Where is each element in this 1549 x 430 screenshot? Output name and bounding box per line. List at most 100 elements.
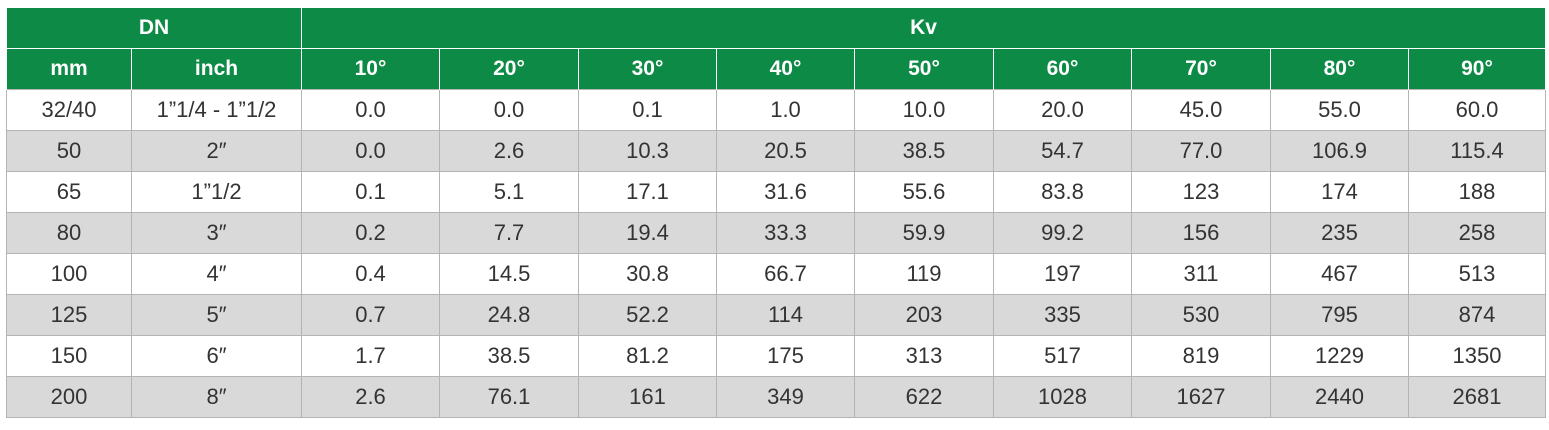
dn-mm-cell: 32/40 [6, 89, 132, 131]
dn-group-header: DN [6, 8, 302, 49]
table-row: 65 1”1/2 0.1 5.1 17.1 31.6 55.6 83.8 123 174 188 [6, 171, 1547, 213]
dn-inch-cell: 8″ [131, 376, 302, 418]
kv-value-cell: 99.2 [993, 212, 1132, 254]
kv-value-cell: 174 [1270, 171, 1409, 213]
kv-value-cell: 1028 [993, 376, 1132, 418]
dn-mm-cell: 150 [6, 335, 132, 377]
dn-mm-cell: 125 [6, 294, 132, 336]
header-column-row: mm inch 10° 20° 30° 40° 50° 60° 70° 80° … [6, 48, 1547, 90]
kv-value-cell: 76.1 [439, 376, 579, 418]
kv-value-cell: 10.0 [854, 89, 994, 131]
angle-column-header: 40° [716, 48, 855, 90]
kv-value-cell: 81.2 [578, 335, 717, 377]
kv-value-cell: 54.7 [993, 130, 1132, 172]
kv-value-cell: 1350 [1407, 335, 1547, 377]
kv-value-cell: 52.2 [578, 294, 717, 336]
kv-value-cell: 313 [854, 335, 994, 377]
kv-value-cell: 1.7 [301, 335, 440, 377]
kv-value-cell: 2440 [1270, 376, 1409, 418]
kv-value-cell: 1.0 [716, 89, 855, 131]
kv-value-cell: 0.4 [301, 253, 440, 295]
kv-value-cell: 197 [993, 253, 1132, 295]
kv-table: DN Kv mm inch 10° 20° 30° 40° 50° 60° 70… [6, 8, 1547, 418]
kv-value-cell: 14.5 [439, 253, 579, 295]
kv-value-cell: 0.7 [301, 294, 440, 336]
kv-value-cell: 188 [1407, 171, 1547, 213]
inch-column-header: inch [131, 48, 302, 90]
table-row: 200 8″ 2.6 76.1 161 349 622 1028 1627 2440 2681 [6, 376, 1547, 418]
dn-mm-cell: 100 [6, 253, 132, 295]
dn-mm-cell: 200 [6, 376, 132, 418]
kv-value-cell: 31.6 [716, 171, 855, 213]
kv-value-cell: 83.8 [993, 171, 1132, 213]
table-header: DN Kv mm inch 10° 20° 30° 40° 50° 60° 70… [6, 8, 1547, 90]
kv-value-cell: 235 [1270, 212, 1409, 254]
kv-value-cell: 55.0 [1270, 89, 1409, 131]
kv-value-cell: 517 [993, 335, 1132, 377]
table-row: 32/40 1”1/4 - 1”1/2 0.0 0.0 0.1 1.0 10.0 20.0 45… [6, 89, 1547, 131]
kv-value-cell: 467 [1270, 253, 1409, 295]
dn-inch-cell: 3″ [131, 212, 302, 254]
angle-column-header: 80° [1270, 48, 1409, 90]
kv-value-cell: 349 [716, 376, 855, 418]
table-body: 32/40 1”1/4 - 1”1/2 0.0 0.0 0.1 1.0 10.0 20.0 45… [6, 89, 1547, 418]
kv-value-cell: 7.7 [439, 212, 579, 254]
kv-value-cell: 59.9 [854, 212, 994, 254]
kv-group-header: Kv [300, 8, 1547, 49]
kv-value-cell: 819 [1131, 335, 1271, 377]
dn-inch-cell: 5″ [131, 294, 302, 336]
kv-value-cell: 0.2 [301, 212, 440, 254]
dn-inch-cell: 4″ [131, 253, 302, 295]
kv-value-cell: 335 [993, 294, 1132, 336]
kv-value-cell: 38.5 [439, 335, 579, 377]
kv-value-cell: 2.6 [301, 376, 440, 418]
kv-value-cell: 38.5 [854, 130, 994, 172]
kv-value-cell: 114 [716, 294, 855, 336]
mm-column-header: mm [6, 48, 132, 90]
kv-value-cell: 106.9 [1270, 130, 1409, 172]
kv-value-cell: 175 [716, 335, 855, 377]
kv-value-cell: 2.6 [439, 130, 579, 172]
kv-value-cell: 55.6 [854, 171, 994, 213]
kv-value-cell: 115.4 [1407, 130, 1547, 172]
table-row: 150 6″ 1.7 38.5 81.2 175 313 517 819 1229 1350 [6, 335, 1547, 377]
table-row: 80 3″ 0.2 7.7 19.4 33.3 59.9 99.2 156 235 258 [6, 212, 1547, 254]
kv-value-cell: 311 [1131, 253, 1271, 295]
kv-value-cell: 0.0 [301, 130, 440, 172]
angle-column-header: 70° [1131, 48, 1271, 90]
kv-value-cell: 20.0 [993, 89, 1132, 131]
kv-value-cell: 530 [1131, 294, 1271, 336]
dn-inch-cell: 1”1/2 [131, 171, 302, 213]
kv-value-cell: 1229 [1270, 335, 1409, 377]
kv-value-cell: 156 [1131, 212, 1271, 254]
angle-column-header: 30° [578, 48, 717, 90]
dn-inch-cell: 6″ [131, 335, 302, 377]
kv-value-cell: 203 [854, 294, 994, 336]
dn-mm-cell: 50 [6, 130, 132, 172]
kv-value-cell: 45.0 [1131, 89, 1271, 131]
kv-value-cell: 1627 [1131, 376, 1271, 418]
kv-value-cell: 0.1 [301, 171, 440, 213]
kv-value-cell: 795 [1270, 294, 1409, 336]
header-group-row: DN Kv [6, 8, 1547, 49]
kv-value-cell: 10.3 [578, 130, 717, 172]
kv-value-cell: 0.0 [301, 89, 440, 131]
angle-column-header: 20° [439, 48, 579, 90]
kv-value-cell: 17.1 [578, 171, 717, 213]
kv-value-cell: 20.5 [716, 130, 855, 172]
kv-value-cell: 874 [1407, 294, 1547, 336]
kv-value-cell: 66.7 [716, 253, 855, 295]
kv-value-cell: 123 [1131, 171, 1271, 213]
kv-value-cell: 19.4 [578, 212, 717, 254]
dn-inch-cell: 1”1/4 - 1”1/2 [131, 89, 302, 131]
kv-value-cell: 258 [1407, 212, 1547, 254]
kv-value-cell: 0.1 [578, 89, 717, 131]
kv-value-cell: 30.8 [578, 253, 717, 295]
kv-value-cell: 2681 [1407, 376, 1547, 418]
kv-value-cell: 33.3 [716, 212, 855, 254]
kv-value-cell: 622 [854, 376, 994, 418]
kv-value-cell: 119 [854, 253, 994, 295]
kv-value-cell: 161 [578, 376, 717, 418]
table-row: 125 5″ 0.7 24.8 52.2 114 203 335 530 795 874 [6, 294, 1547, 336]
kv-value-cell: 0.0 [439, 89, 579, 131]
